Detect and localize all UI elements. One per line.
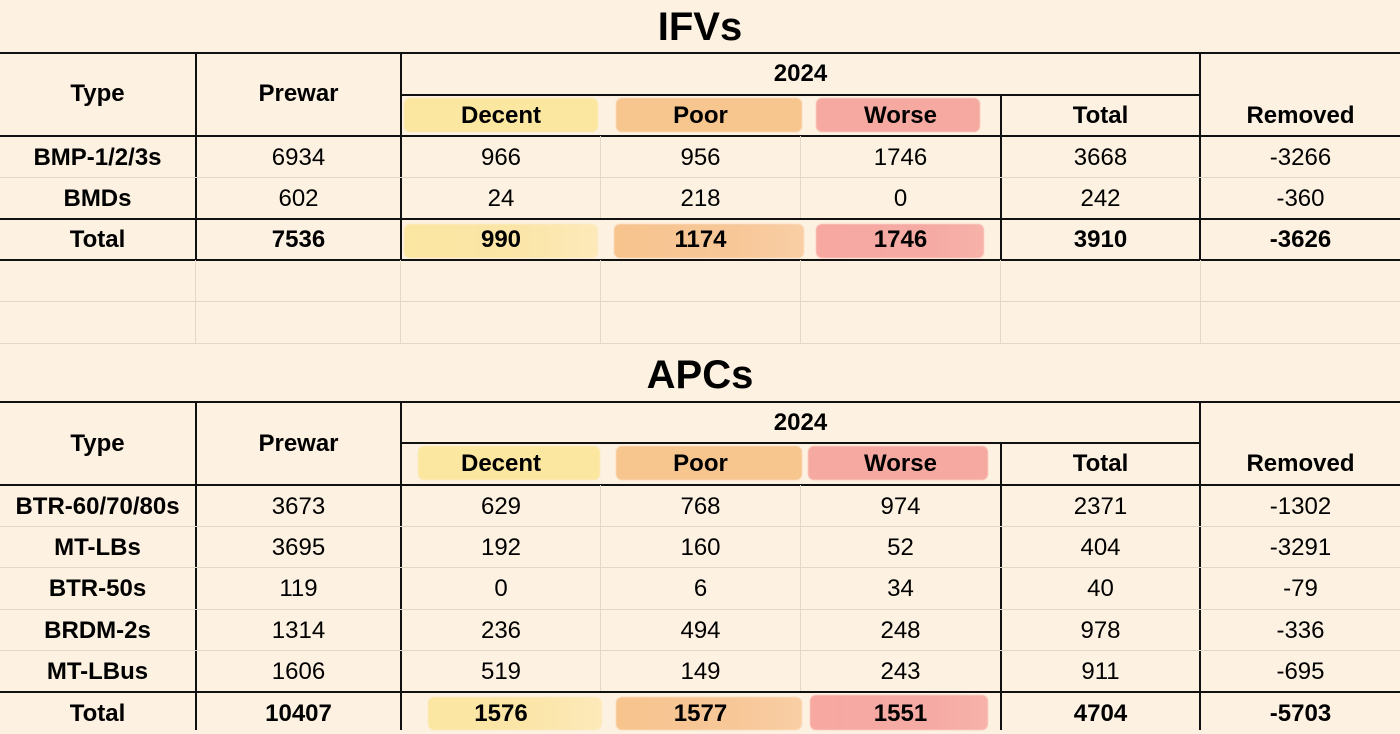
apc-total-type: Total — [69, 699, 126, 727]
ifv-row-prewar: 6934 — [271, 143, 326, 171]
ifv-decent-header-highlight — [404, 98, 598, 132]
apc-row-poor: 149 — [680, 657, 721, 685]
apc-row-poor: 494 — [680, 616, 721, 644]
ifv-row-poor: 218 — [680, 184, 721, 212]
ifv-row-poor: 956 — [680, 143, 721, 171]
apc-header-poor: Poor — [673, 450, 728, 477]
apc-worse-total-highlight — [810, 695, 988, 730]
ifv-row-total: 242 — [1080, 184, 1121, 212]
apc-row-poor: 6 — [693, 574, 708, 602]
ifv-row-total: 3668 — [1073, 143, 1128, 171]
apc-row-decent: 629 — [480, 492, 522, 520]
apc-row-removed: -336 — [1276, 616, 1325, 644]
apc-total-worse: 1551 — [873, 699, 928, 727]
ifv-row-removed: -3266 — [1269, 143, 1332, 171]
ifv-total-total: 3910 — [1073, 226, 1128, 253]
ifv-row-type: BMDs — [63, 184, 132, 212]
apc-row-prewar: 1314 — [271, 616, 326, 644]
ifv-total-prewar: 7536 — [271, 226, 326, 253]
apc-header-type: Type — [70, 429, 125, 457]
ifv-row-type: BMP-1/2/3s — [33, 143, 162, 171]
apc-row-worse: 243 — [880, 657, 921, 685]
apc-row-type: MT-LBs — [54, 533, 141, 561]
ifv-poor-total-highlight — [614, 224, 804, 258]
ifv-total-decent: 990 — [480, 226, 522, 253]
ifv-title: IFVs — [657, 5, 743, 49]
apc-row-worse: 34 — [887, 574, 914, 602]
ifv-worse-total-highlight — [816, 224, 984, 258]
apc-row-type: MT-LBus — [46, 657, 149, 685]
apc-row-poor: 160 — [680, 533, 721, 561]
ifv-header-worse: Worse — [864, 101, 937, 129]
apc-row-total: 40 — [1087, 574, 1114, 602]
apc-row-removed: -1302 — [1269, 492, 1332, 520]
apc-row-total: 404 — [1080, 533, 1121, 561]
apc-header-total: Total — [1072, 450, 1129, 477]
ifv-header-year: 2024 — [773, 59, 828, 87]
apc-row-removed: -3291 — [1269, 533, 1332, 561]
ifv-row-removed: -360 — [1276, 184, 1325, 212]
ifv-row-prewar: 602 — [278, 184, 319, 212]
apc-header-removed: Removed — [1246, 450, 1355, 477]
ifv-row-worse: 1746 — [873, 143, 928, 171]
ifv-header-type: Type — [70, 80, 125, 107]
ifv-total-type: Total — [69, 226, 126, 253]
apc-total-decent: 1576 — [474, 699, 528, 727]
ifv-decent-total-highlight — [404, 224, 598, 258]
apc-row-decent: 192 — [480, 533, 522, 561]
apc-row-removed: -79 — [1283, 574, 1318, 602]
apc-total-poor: 1577 — [673, 699, 728, 727]
apc-title: APCs — [646, 353, 754, 397]
apc-worse-header-highlight — [808, 446, 988, 480]
apc-header-worse: Worse — [864, 450, 937, 477]
ifv-worse-header-highlight — [816, 98, 980, 132]
ifv-poor-header-highlight — [616, 98, 802, 132]
ifv-row-worse: 0 — [893, 184, 908, 212]
apc-row-worse: 974 — [880, 492, 921, 520]
apc-row-prewar: 3673 — [271, 492, 326, 520]
ifv-header-prewar: Prewar — [258, 80, 339, 107]
apc-header-prewar: Prewar — [258, 429, 339, 457]
apc-total-prewar: 10407 — [265, 699, 332, 727]
apc-row-decent: 0 — [494, 574, 508, 602]
apc-row-decent: 519 — [480, 657, 522, 685]
apc-decent-header-highlight — [418, 446, 600, 480]
apc-row-total: 911 — [1081, 657, 1120, 685]
apc-row-worse: 248 — [880, 616, 921, 644]
ifv-row-decent: 966 — [480, 143, 522, 171]
apc-total-total: 4704 — [1073, 699, 1128, 727]
apc-row-prewar: 1606 — [271, 657, 326, 685]
ifv-header-total: Total — [1072, 101, 1129, 129]
apc-header-decent: Decent — [460, 450, 542, 477]
apc-row-decent: 236 — [480, 616, 522, 644]
apc-row-prewar: 119 — [279, 574, 318, 602]
apc-row-type: BTR-50s — [48, 574, 147, 602]
ifv-header-decent: Decent — [460, 101, 542, 129]
ifv-header-poor: Poor — [673, 101, 728, 129]
apc-poor-total-highlight — [616, 697, 802, 730]
apc-row-poor: 768 — [680, 492, 721, 520]
apc-row-type: BTR-60/70/80s — [15, 492, 180, 520]
apc-row-removed: -695 — [1276, 657, 1325, 685]
ifv-total-worse: 1746 — [873, 226, 928, 253]
apc-row-worse: 52 — [887, 533, 914, 561]
apc-row-type: BRDM-2s — [44, 616, 151, 644]
apc-poor-header-highlight — [616, 446, 802, 480]
ifv-row-decent: 24 — [487, 184, 515, 212]
apc-row-total: 978 — [1080, 616, 1121, 644]
apc-header-year: 2024 — [773, 409, 828, 436]
ifv-total-poor: 1174 — [674, 226, 727, 253]
ifv-header-removed: Removed — [1246, 101, 1355, 129]
ifv-total-removed: -3626 — [1269, 226, 1332, 253]
apc-total-removed: -5703 — [1269, 699, 1332, 727]
apc-decent-total-highlight — [428, 697, 602, 730]
apc-row-prewar: 3695 — [271, 533, 326, 561]
apc-row-total: 2371 — [1073, 492, 1128, 520]
